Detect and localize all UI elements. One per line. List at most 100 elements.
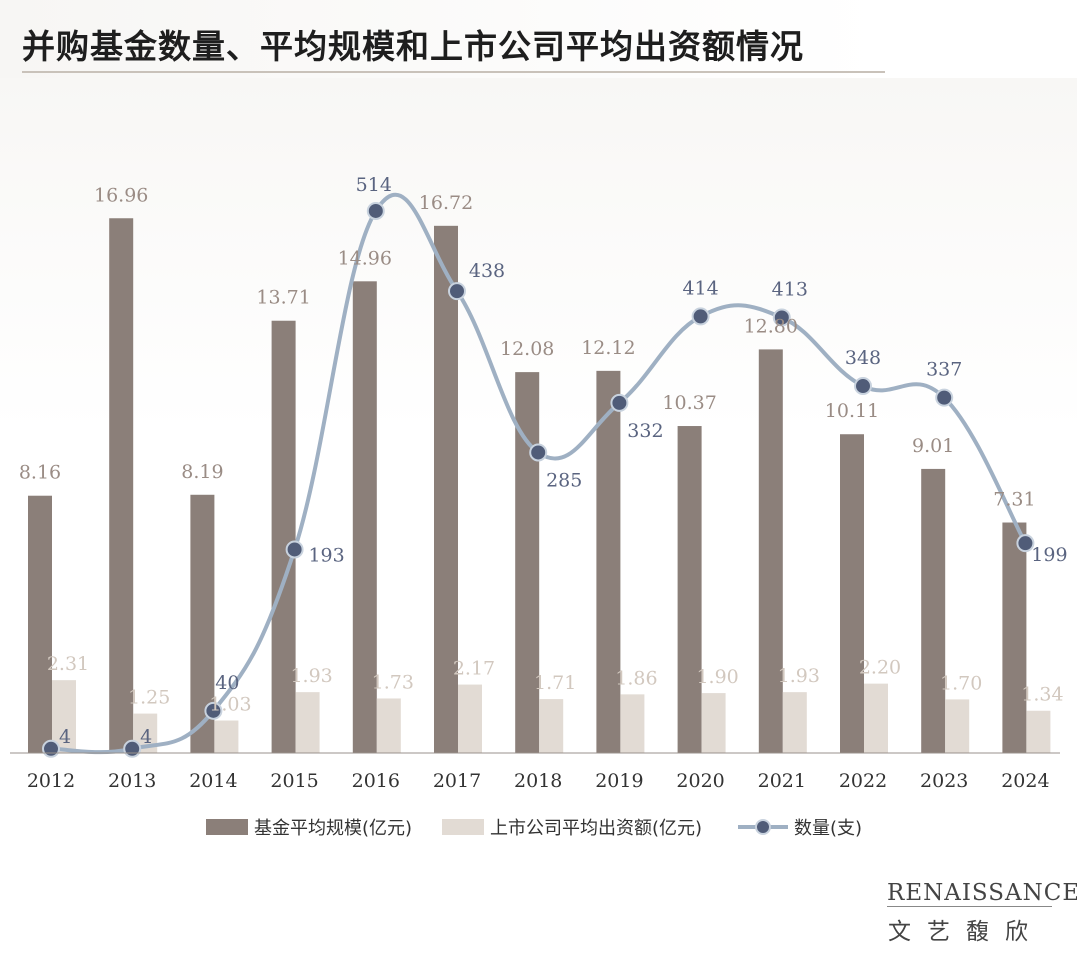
data-label-listed-contrib: 1.25 [128,687,170,709]
x-tick-label: 2012 [27,770,75,792]
bar-avg-scale [758,349,783,753]
bar-listed-contrib [701,693,726,753]
bar-listed-contrib [620,694,645,753]
legend-swatch-avg-scale [206,819,248,835]
bar-avg-scale [28,495,52,753]
x-tick-label: 2024 [1001,770,1049,792]
data-label-listed-contrib: 1.93 [778,665,820,687]
marker-count [772,308,791,327]
marker-count [285,540,304,559]
bar-avg-scale [109,218,134,753]
data-label-avg-scale: 9.01 [912,435,954,457]
data-label-count: 348 [845,347,881,369]
data-label-avg-scale: 12.12 [581,337,635,359]
chart-title: 并购基金数量、平均规模和上市公司平均出资额情况 [22,27,804,66]
marker-count [691,307,710,326]
logo-english: RENAISSANCE [887,880,1077,906]
data-label-avg-scale: 8.16 [19,462,61,484]
data-label-avg-scale: 16.96 [94,184,148,206]
logo-chinese: 文艺馥欣 [888,919,1044,945]
data-label-avg-scale: 14.96 [338,247,392,269]
x-tick-label: 2014 [189,770,237,792]
x-tick-label: 2023 [920,770,968,792]
data-label-count: 438 [469,260,505,282]
x-tick-label: 2022 [839,770,887,792]
bar-avg-scale [271,320,296,753]
x-tick-label: 2013 [108,770,156,792]
marker-count [448,282,466,301]
bar-listed-contrib [52,680,76,753]
bar-avg-scale [515,372,540,753]
data-label-listed-contrib: 1.90 [696,666,738,688]
data-label-avg-scale: 8.19 [181,461,223,483]
bar-listed-contrib [539,699,564,753]
bar-listed-contrib [782,692,807,753]
bar-avg-scale [434,225,458,753]
title-underline [22,71,885,73]
bar-avg-scale [1002,522,1027,753]
data-label-listed-contrib: 2.17 [453,658,495,680]
data-label-listed-contrib: 1.70 [940,672,982,694]
marker-count [610,393,629,412]
x-tick-label: 2020 [676,770,724,792]
data-label-listed-contrib: 1.93 [290,665,332,687]
marker-count [366,201,385,220]
marker-count [854,377,872,396]
data-label-listed-contrib: 1.03 [209,694,251,716]
data-label-count: 413 [772,278,808,300]
bar-listed-contrib [295,692,320,753]
data-label-avg-scale: 12.80 [744,315,798,337]
data-label-avg-scale: 16.72 [419,192,473,214]
title-bar: 并购基金数量、平均规模和上市公司平均出资额情况 [0,0,885,78]
data-label-listed-contrib: 2.31 [47,653,89,675]
marker-count [1016,534,1035,553]
marker-count [42,739,60,758]
bar-listed-contrib [376,698,401,753]
bar-listed-contrib [864,683,888,753]
bar-avg-scale [677,426,702,753]
x-tick-label: 2015 [270,770,318,792]
data-label-avg-scale: 10.37 [662,392,716,414]
bar-listed-contrib [1026,710,1051,753]
x-tick-label: 2017 [433,770,481,792]
x-tick-label: 2021 [758,770,806,792]
data-label-listed-contrib: 2.20 [859,657,901,679]
data-label-count: 199 [1031,544,1067,566]
x-tick-label: 2019 [595,770,643,792]
data-label-count: 332 [627,420,663,442]
bar-listed-contrib [945,699,970,753]
data-label-count: 4 [59,726,71,748]
data-label-count: 414 [682,277,718,299]
data-label-avg-scale: 7.31 [993,489,1035,511]
legend-swatch-listed-contrib [442,819,484,835]
data-label-listed-contrib: 1.73 [372,671,414,693]
data-label-avg-scale: 13.71 [256,287,310,309]
marker-count [204,701,223,720]
legend-label-listed-contrib: 上市公司平均出资额(亿元) [490,818,702,839]
data-label-listed-contrib: 1.34 [1021,684,1063,706]
bar-listed-contrib [458,684,482,753]
data-label-listed-contrib: 1.86 [615,667,657,689]
data-label-count: 514 [356,174,392,196]
marker-count [123,739,142,758]
legend-label-avg-scale: 基金平均规模(亿元) [254,818,412,839]
data-label-count: 40 [215,672,239,694]
data-label-count: 337 [926,359,962,381]
bar-listed-contrib [214,720,239,753]
legend-label-count: 数量(支) [794,818,862,839]
bar-avg-scale [921,468,946,753]
bar-avg-scale [840,434,864,753]
x-tick-label: 2016 [352,770,400,792]
x-tick-label: 2018 [514,770,562,792]
data-label-avg-scale: 12.08 [500,338,554,360]
marker-count [935,388,954,407]
marker-count [529,443,548,462]
logo-divider [887,906,1052,907]
data-label-count: 193 [308,544,344,566]
data-label-count: 285 [546,469,582,491]
legend-swatch-count-marker [755,819,771,835]
data-label-count: 4 [140,726,152,748]
bar-avg-scale [352,281,377,753]
bar-avg-scale [596,370,621,753]
